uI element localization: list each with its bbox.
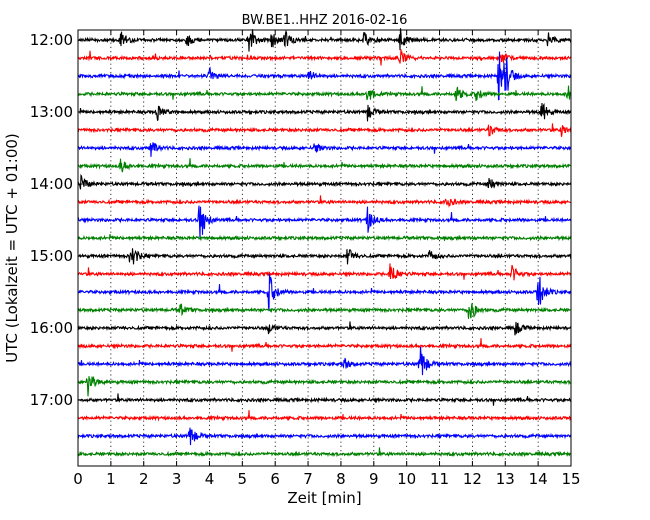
- trace-1730: [77, 427, 572, 446]
- x-tick-label: 15: [561, 470, 580, 488]
- y-tick-label: 13:00: [30, 103, 73, 121]
- trace-1600: [77, 321, 572, 336]
- trace-1245: [77, 85, 572, 102]
- axis-ticks: 0 1 2 3 4 5 6 7 8 9 10 11 12 13 14 1512:0013:0014:0015:…: [30, 30, 581, 488]
- trace-1515: [77, 263, 572, 281]
- x-tick-label: 11: [430, 470, 449, 488]
- plot-frame: [77, 29, 572, 467]
- y-tick-label: 12:00: [30, 31, 73, 49]
- x-tick-label: 10: [397, 470, 416, 488]
- x-tick-label: 14: [529, 470, 548, 488]
- trace-1500: [77, 248, 572, 265]
- x-tick-label: 13: [496, 470, 515, 488]
- x-tick-label: 8: [336, 470, 346, 488]
- trace-1315: [77, 123, 572, 137]
- trace-1445: [77, 233, 572, 242]
- trace-1430: [77, 205, 572, 239]
- trace-1300: [77, 102, 572, 122]
- trace-1645: [77, 376, 572, 397]
- x-tick-label: 9: [369, 470, 379, 488]
- trace-1715: [77, 410, 572, 422]
- x-tick-label: 0: [73, 470, 83, 488]
- x-tick-label: 6: [270, 470, 280, 488]
- x-tick-label: 3: [172, 470, 182, 488]
- trace-1630: [77, 346, 572, 376]
- trace-1230: [77, 51, 572, 101]
- x-tick-label: 4: [205, 470, 215, 488]
- y-tick-label: 15:00: [30, 247, 73, 265]
- x-tick-label: 2: [139, 470, 149, 488]
- x-tick-label: 7: [303, 470, 313, 488]
- trace-1615: [77, 338, 572, 352]
- trace-1530: [77, 273, 572, 312]
- trace-1745: [77, 447, 572, 458]
- y-tick-label: 14:00: [30, 175, 73, 193]
- y-tick-label: 17:00: [30, 391, 73, 409]
- trace-1345: [77, 158, 572, 173]
- x-tick-label: 5: [238, 470, 248, 488]
- trace-1215: [77, 49, 572, 66]
- x-axis-title: Zeit [min]: [287, 489, 361, 507]
- trace-1200: [77, 28, 572, 52]
- chart-title: BW.BE1..HHZ 2016-02-16: [242, 13, 408, 28]
- trace-1330: [77, 142, 572, 157]
- seismic-traces: [77, 28, 572, 458]
- trace-1400: [77, 173, 572, 190]
- y-tick-label: 16:00: [30, 319, 73, 337]
- y-axis-title: UTC (Lokalzeit = UTC + 01:00): [3, 133, 21, 363]
- x-tick-label: 12: [463, 470, 482, 488]
- trace-1545: [77, 303, 572, 319]
- trace-1700: [77, 393, 572, 406]
- trace-1415: [77, 195, 572, 208]
- x-tick-label: 1: [106, 470, 116, 488]
